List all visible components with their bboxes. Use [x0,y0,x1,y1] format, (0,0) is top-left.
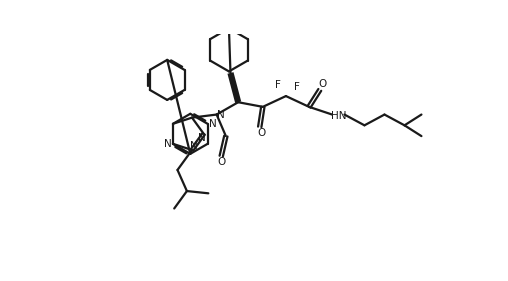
Text: O: O [217,157,226,167]
Text: N: N [209,119,217,129]
Text: HN: HN [331,111,346,121]
Text: N: N [164,139,171,149]
Text: N: N [217,110,225,119]
Text: F: F [294,82,300,92]
Text: N: N [190,141,198,151]
Text: O: O [257,128,265,138]
Text: O: O [318,79,326,89]
Text: N: N [198,133,205,143]
Text: F: F [275,80,281,90]
